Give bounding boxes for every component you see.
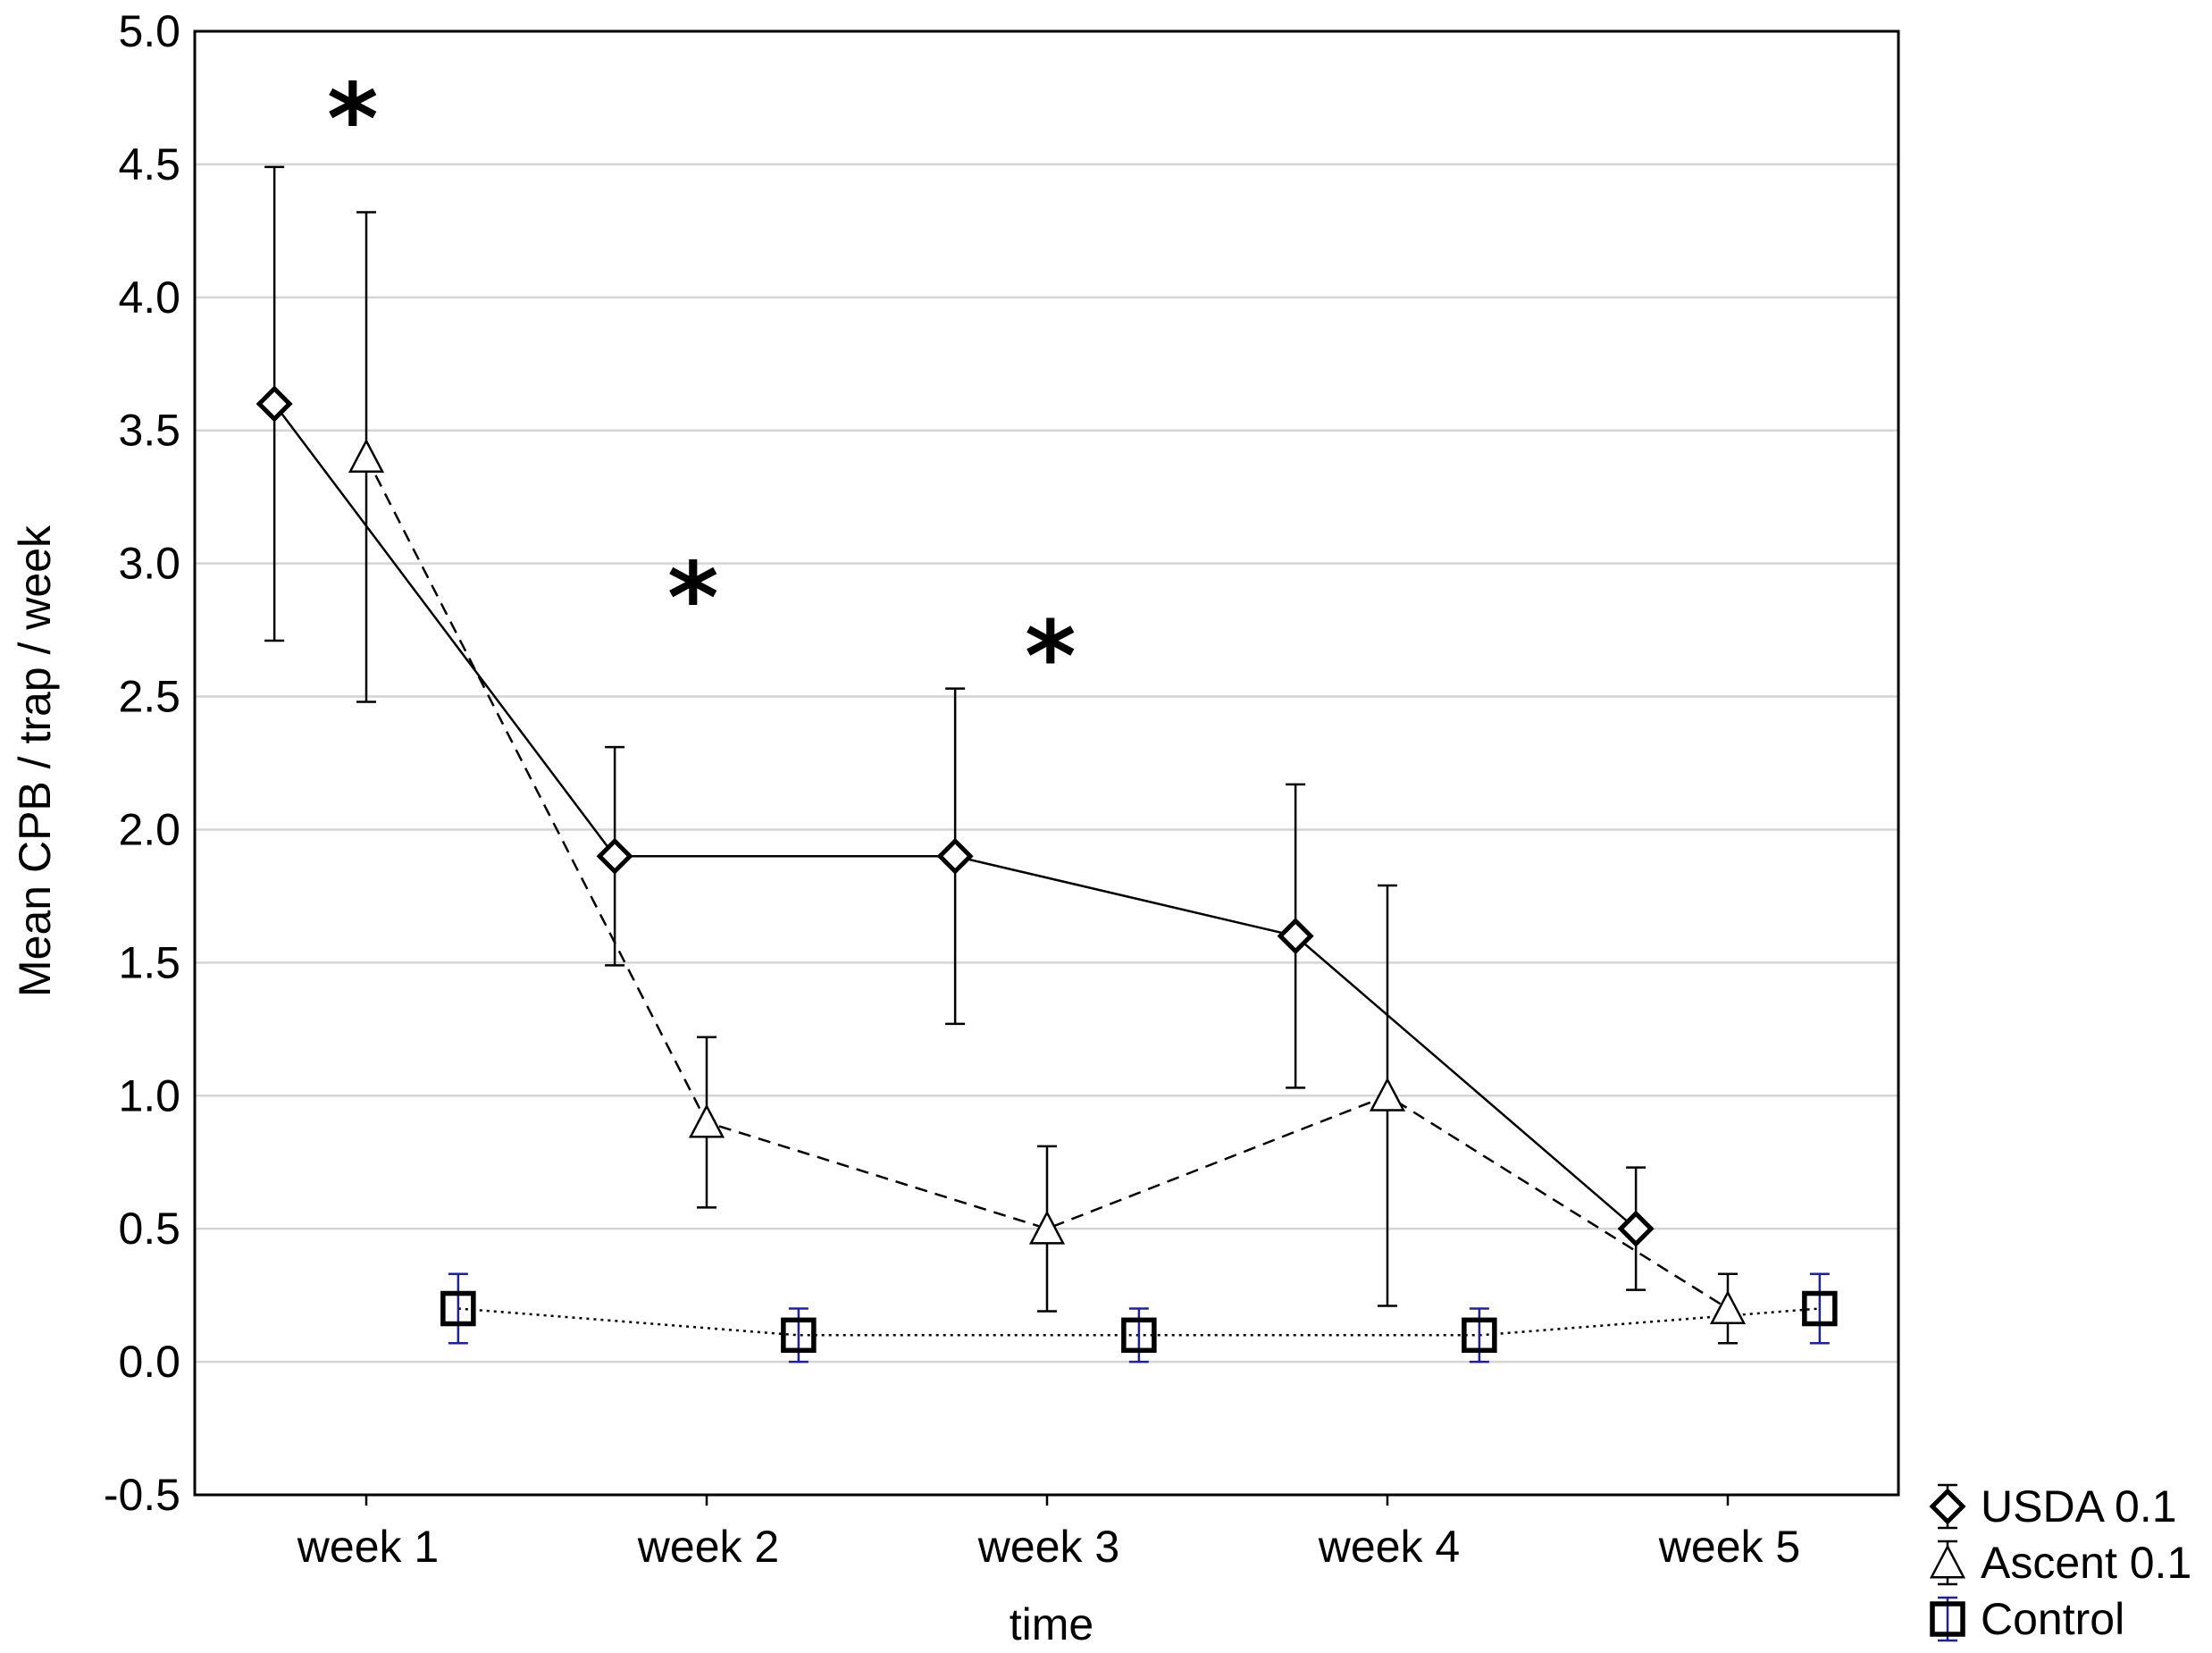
significance-asterisk: * <box>327 62 379 176</box>
data-point-usda-0-1 <box>936 837 974 875</box>
legend-label-usda-0-1: USDA 0.1 <box>1981 1481 2177 1531</box>
data-point-control <box>1121 1317 1157 1354</box>
error-bar-control <box>1469 1307 1489 1364</box>
x-axis-tick-labels: week 1 week 2 week 3 week 4 week 5 <box>297 1522 1800 1572</box>
legend-item-control: Control <box>1930 1594 2124 1644</box>
y-tick-label: 2.0 <box>118 804 180 854</box>
x-tick-label: week 5 <box>1658 1522 1800 1572</box>
data-markers <box>256 385 1838 1354</box>
data-point-usda-0-1 <box>1617 1210 1655 1247</box>
data-point-ascent-0-1 <box>348 438 385 473</box>
y-tick-label: 0.5 <box>118 1204 180 1254</box>
y-tick-label: -0.5 <box>104 1470 180 1520</box>
series-line-ascent-0-1 <box>364 456 1729 1310</box>
legend-label-ascent-0-1: Ascent 0.1 <box>1981 1538 2191 1588</box>
y-tick-label: 1.0 <box>118 1070 180 1120</box>
y-tick-label: 5.0 <box>118 6 180 56</box>
y-tick-label: 1.5 <box>118 937 180 987</box>
significance-annotations: * * * <box>327 62 1077 714</box>
legend-marker-ascent-0-1 <box>1929 1544 1966 1579</box>
y-tick-label: 4.0 <box>118 273 180 323</box>
legend-marker-control <box>1930 1601 1965 1637</box>
significance-asterisk: * <box>667 541 719 656</box>
data-point-ascent-0-1 <box>688 1103 725 1138</box>
data-point-ascent-0-1 <box>1369 1077 1406 1112</box>
x-tick-label: week 2 <box>637 1522 779 1572</box>
error-bar-control <box>788 1307 809 1364</box>
x-tick-label: week 4 <box>1318 1522 1460 1572</box>
significance-asterisk: * <box>1025 600 1077 714</box>
error-bar-control <box>1809 1272 1830 1345</box>
error-bar-control <box>448 1272 468 1345</box>
data-point-control <box>1802 1290 1838 1327</box>
y-tick-label: 3.0 <box>118 539 180 589</box>
legend-marker-usda-0-1 <box>1929 1488 1966 1525</box>
y-tick-label: 0.0 <box>118 1337 180 1387</box>
legend-label-control: Control <box>1981 1594 2124 1644</box>
x-tick-label: week 3 <box>977 1522 1119 1572</box>
data-point-ascent-0-1 <box>1028 1210 1066 1245</box>
y-axis-tick-labels: 5.0 4.5 4.0 3.5 3.0 2.5 2.0 1.5 1.0 0.5 0.0 -0.5 <box>104 6 180 1520</box>
data-point-usda-0-1 <box>256 385 293 423</box>
legend: USDA 0.1 Ascent 0.1 Control <box>1929 1481 2191 1644</box>
legend-item-ascent-0-1: Ascent 0.1 <box>1929 1538 2191 1588</box>
data-point-ascent-0-1 <box>1709 1289 1747 1324</box>
axis-ticks <box>364 1495 1730 1506</box>
x-axis-title: time <box>1010 1599 1093 1649</box>
x-tick-label: week 1 <box>297 1522 439 1572</box>
error-bar-control <box>1128 1307 1149 1364</box>
y-axis-title: Mean CPB / trap / week <box>10 524 60 997</box>
data-point-usda-0-1 <box>596 837 633 875</box>
data-point-control <box>440 1290 476 1327</box>
data-point-control <box>1462 1317 1497 1354</box>
data-point-control <box>781 1317 817 1354</box>
y-tick-label: 4.5 <box>118 139 180 189</box>
data-point-usda-0-1 <box>1277 918 1314 955</box>
y-tick-label: 2.5 <box>118 672 180 722</box>
y-tick-label: 3.5 <box>118 406 180 456</box>
legend-item-usda-0-1: USDA 0.1 <box>1929 1481 2177 1531</box>
